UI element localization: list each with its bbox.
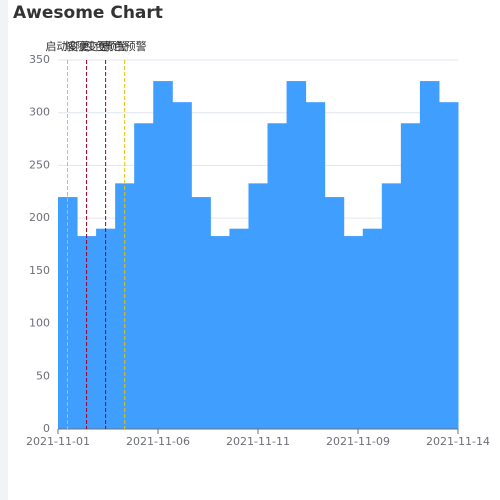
mark-line-label: 启动变更 — [46, 39, 90, 53]
x-tick-label: 2021-11-01 — [26, 435, 90, 448]
step-bar — [400, 123, 421, 429]
step-bar — [153, 81, 173, 429]
y-tick-label: 200 — [29, 211, 50, 224]
x-tick-label: 2021-11-06 — [126, 435, 190, 448]
y-tick-label: 250 — [29, 158, 50, 171]
step-bar — [134, 123, 154, 429]
side-strip — [0, 0, 8, 500]
y-tick-label: 100 — [29, 317, 50, 330]
x-tick-label: 2021-11-09 — [326, 435, 390, 448]
step-bar — [267, 123, 288, 429]
step-bar — [172, 102, 192, 430]
step-bar — [438, 102, 459, 430]
y-tick-label: 300 — [29, 106, 50, 119]
mark-line-label: 黄色预警 — [103, 39, 147, 53]
step-bar — [210, 236, 230, 429]
step-bar — [305, 102, 326, 430]
x-tick-label: 2021-11-11 — [226, 435, 290, 448]
mark-line-label: 解除变更 — [65, 39, 109, 53]
y-tick-label: 50 — [36, 369, 50, 382]
step-bar — [343, 236, 364, 429]
mark-line-label: 红色预警 — [84, 39, 128, 53]
step-bar — [286, 81, 307, 429]
step-bar — [324, 197, 345, 429]
y-tick-label: 150 — [29, 264, 50, 277]
step-bar — [362, 228, 383, 429]
step-bar — [419, 81, 440, 429]
step-bar — [96, 228, 116, 429]
x-tick-label: 2021-11-14 — [426, 435, 490, 448]
y-tick-label: 0 — [43, 422, 50, 435]
step-bar — [381, 183, 402, 429]
y-tick-label: 350 — [29, 53, 50, 66]
step-bar — [248, 183, 269, 429]
chart-title: Awesome Chart — [13, 3, 163, 23]
step-bar — [229, 228, 249, 429]
step-bar — [191, 197, 211, 429]
